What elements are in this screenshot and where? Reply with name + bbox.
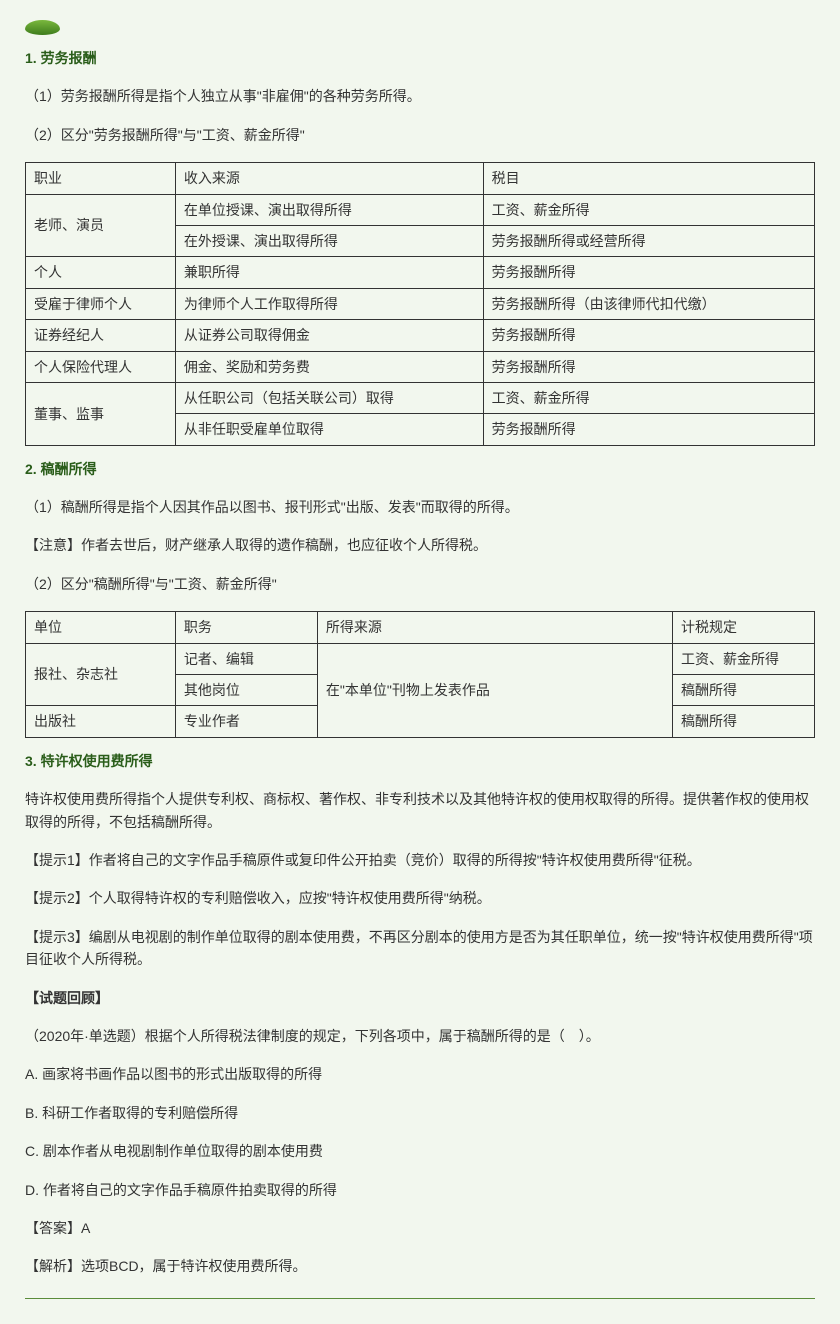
section2-para3: （2）区分"稿酬所得"与"工资、薪金所得" bbox=[25, 573, 815, 595]
t1-cell: 劳务报酬所得 bbox=[483, 414, 814, 445]
section3-para2: 【提示1】作者将自己的文字作品手稿原件或复印件公开拍卖（竞价）取得的所得按"特许… bbox=[25, 849, 815, 871]
leaf-decoration bbox=[25, 20, 60, 35]
t1-cell: 在单位授课、演出取得所得 bbox=[175, 194, 483, 225]
section2-para1: （1）稿酬所得是指个人因其作品以图书、报刊形式"出版、发表"而取得的所得。 bbox=[25, 496, 815, 518]
t1-cell: 劳务报酬所得 bbox=[483, 257, 814, 288]
t1-cell: 董事、监事 bbox=[26, 382, 176, 445]
section1-para1: （1）劳务报酬所得是指个人独立从事"非雇佣"的各种劳务所得。 bbox=[25, 85, 815, 107]
t1-cell: 工资、薪金所得 bbox=[483, 382, 814, 413]
t1-cell: 劳务报酬所得 bbox=[483, 320, 814, 351]
t1-cell: 工资、薪金所得 bbox=[483, 194, 814, 225]
t2-header-source: 所得来源 bbox=[317, 612, 672, 643]
t1-cell: 佣金、奖励和劳务费 bbox=[175, 351, 483, 382]
t1-cell: 劳务报酬所得 bbox=[483, 351, 814, 382]
t1-cell: 受雇于律师个人 bbox=[26, 288, 176, 319]
t1-cell: 在外授课、演出取得所得 bbox=[175, 225, 483, 256]
option-b: B. 科研工作者取得的专利赔偿所得 bbox=[25, 1102, 815, 1124]
t1-cell: 从任职公司（包括关联公司）取得 bbox=[175, 382, 483, 413]
option-c: C. 剧本作者从电视剧制作单位取得的剧本使用费 bbox=[25, 1140, 815, 1162]
t2-header-rule: 计税规定 bbox=[672, 612, 814, 643]
option-a: A. 画家将书画作品以图书的形式出版取得的所得 bbox=[25, 1063, 815, 1085]
t1-cell: 为律师个人工作取得所得 bbox=[175, 288, 483, 319]
t1-header-taxitem: 税目 bbox=[483, 163, 814, 194]
t2-header-unit: 单位 bbox=[26, 612, 176, 643]
explanation: 【解析】选项BCD，属于特许权使用费所得。 bbox=[25, 1255, 815, 1277]
t2-header-position: 职务 bbox=[175, 612, 317, 643]
bottom-divider bbox=[25, 1298, 815, 1299]
t1-cell: 个人 bbox=[26, 257, 176, 288]
t1-cell: 兼职所得 bbox=[175, 257, 483, 288]
t1-header-occupation: 职业 bbox=[26, 163, 176, 194]
t2-cell: 稿酬所得 bbox=[672, 706, 814, 737]
t2-cell: 专业作者 bbox=[175, 706, 317, 737]
t1-cell: 老师、演员 bbox=[26, 194, 176, 257]
t1-cell: 证券经纪人 bbox=[26, 320, 176, 351]
t1-cell: 劳务报酬所得或经营所得 bbox=[483, 225, 814, 256]
section2-para2: 【注意】作者去世后，财产继承人取得的遗作稿酬，也应征收个人所得税。 bbox=[25, 534, 815, 556]
t1-cell: 从证券公司取得佣金 bbox=[175, 320, 483, 351]
t2-cell: 在"本单位"刊物上发表作品 bbox=[317, 643, 672, 737]
section1-para2: （2）区分"劳务报酬所得"与"工资、薪金所得" bbox=[25, 124, 815, 146]
section3-para1: 特许权使用费所得指个人提供专利权、商标权、著作权、非专利技术以及其他特许权的使用… bbox=[25, 788, 815, 833]
t2-cell: 出版社 bbox=[26, 706, 176, 737]
option-d: D. 作者将自己的文字作品手稿原件拍卖取得的所得 bbox=[25, 1179, 815, 1201]
question-title: 【试题回顾】 bbox=[25, 987, 815, 1009]
section3-para3: 【提示2】个人取得特许权的专利赔偿收入，应按"特许权使用费所得"纳税。 bbox=[25, 887, 815, 909]
section1-title: 1. 劳务报酬 bbox=[25, 47, 815, 69]
answer: 【答案】A bbox=[25, 1217, 815, 1239]
t1-header-source: 收入来源 bbox=[175, 163, 483, 194]
t2-cell: 稿酬所得 bbox=[672, 675, 814, 706]
t1-cell: 劳务报酬所得（由该律师代扣代缴） bbox=[483, 288, 814, 319]
section3-title: 3. 特许权使用费所得 bbox=[25, 750, 815, 772]
table2: 单位 职务 所得来源 计税规定 报社、杂志社 记者、编辑 在"本单位"刊物上发表… bbox=[25, 611, 815, 738]
section2-title: 2. 稿酬所得 bbox=[25, 458, 815, 480]
table1: 职业 收入来源 税目 老师、演员 在单位授课、演出取得所得 工资、薪金所得 在外… bbox=[25, 162, 815, 446]
t1-cell: 个人保险代理人 bbox=[26, 351, 176, 382]
t2-cell: 工资、薪金所得 bbox=[672, 643, 814, 674]
t2-cell: 报社、杂志社 bbox=[26, 643, 176, 706]
t1-cell: 从非任职受雇单位取得 bbox=[175, 414, 483, 445]
t2-cell: 记者、编辑 bbox=[175, 643, 317, 674]
question-stem: （2020年·单选题）根据个人所得税法律制度的规定，下列各项中，属于稿酬所得的是… bbox=[25, 1025, 815, 1047]
t2-cell: 其他岗位 bbox=[175, 675, 317, 706]
section3-para4: 【提示3】编剧从电视剧的制作单位取得的剧本使用费，不再区分剧本的使用方是否为其任… bbox=[25, 926, 815, 971]
